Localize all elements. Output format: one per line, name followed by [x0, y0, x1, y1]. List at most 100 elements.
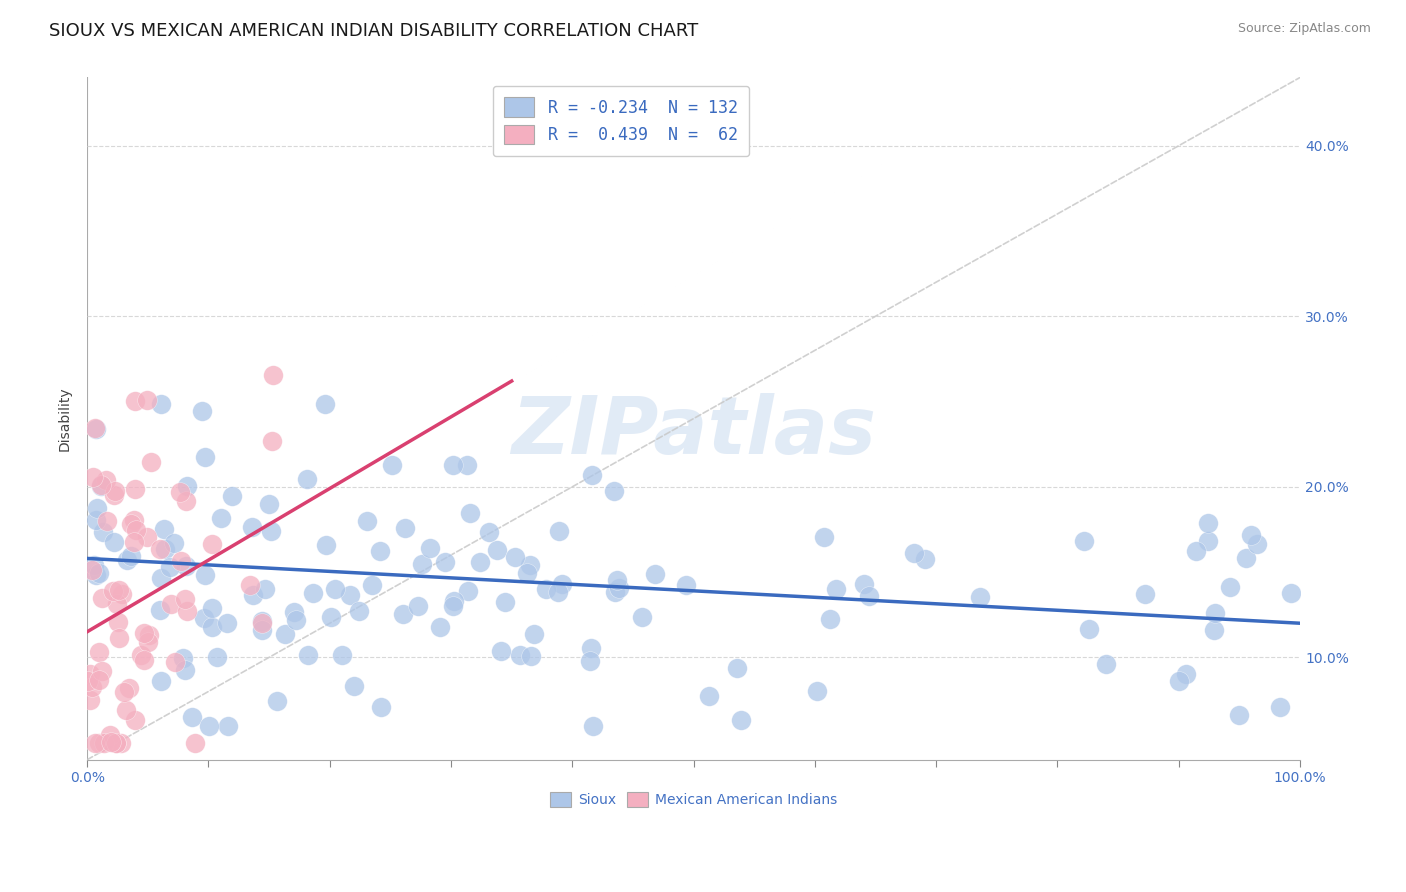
Point — [1204, 606, 1226, 620]
Point — [176, 479, 198, 493]
Point — [969, 590, 991, 604]
Point — [138, 628, 160, 642]
Point — [603, 483, 626, 498]
Point — [381, 458, 404, 473]
Point — [818, 612, 841, 626]
Point — [434, 555, 457, 569]
Point — [124, 482, 146, 496]
Point — [159, 560, 181, 574]
Point — [98, 728, 121, 742]
Point — [112, 685, 135, 699]
Point — [89, 645, 111, 659]
Point — [522, 626, 544, 640]
Point — [103, 584, 125, 599]
Point — [419, 541, 441, 555]
Point — [110, 736, 132, 750]
Point — [259, 497, 281, 511]
Point — [534, 582, 557, 596]
Point — [91, 664, 114, 678]
Point — [581, 641, 603, 656]
Point — [96, 514, 118, 528]
Point — [194, 567, 217, 582]
Point — [86, 500, 108, 515]
Point — [730, 714, 752, 728]
Point — [858, 590, 880, 604]
Point — [163, 535, 186, 549]
Point — [217, 718, 239, 732]
Point — [91, 591, 114, 605]
Point — [108, 632, 131, 646]
Point — [240, 519, 263, 533]
Point — [80, 563, 103, 577]
Point — [1279, 586, 1302, 600]
Point — [391, 607, 413, 621]
Point — [84, 513, 107, 527]
Y-axis label: Disability: Disability — [58, 386, 72, 450]
Point — [343, 679, 366, 693]
Point — [903, 546, 925, 560]
Point — [83, 558, 105, 572]
Point — [360, 578, 382, 592]
Point — [197, 718, 219, 732]
Point — [191, 403, 214, 417]
Point — [1174, 666, 1197, 681]
Point — [411, 557, 433, 571]
Point — [852, 576, 875, 591]
Point — [1240, 528, 1263, 542]
Point — [150, 571, 173, 585]
Point — [105, 597, 128, 611]
Point — [441, 599, 464, 613]
Point — [644, 567, 666, 582]
Point — [91, 524, 114, 539]
Point — [115, 552, 138, 566]
Point — [408, 599, 430, 613]
Point — [181, 710, 204, 724]
Point — [485, 543, 508, 558]
Point — [1185, 544, 1208, 558]
Point — [1227, 708, 1250, 723]
Point — [169, 485, 191, 500]
Point — [201, 600, 224, 615]
Point — [266, 694, 288, 708]
Point — [184, 736, 207, 750]
Point — [104, 736, 127, 750]
Point — [260, 524, 283, 538]
Point — [441, 458, 464, 472]
Point — [825, 582, 848, 596]
Point — [149, 397, 172, 411]
Point — [443, 593, 465, 607]
Point — [456, 458, 478, 472]
Point — [173, 591, 195, 606]
Point — [491, 643, 513, 657]
Point — [1219, 581, 1241, 595]
Point — [79, 693, 101, 707]
Point — [339, 588, 361, 602]
Point — [314, 397, 336, 411]
Point — [250, 614, 273, 628]
Point — [551, 577, 574, 591]
Point — [129, 648, 152, 663]
Point — [90, 478, 112, 492]
Point — [1168, 673, 1191, 688]
Point — [254, 582, 277, 596]
Point — [139, 455, 162, 469]
Point — [201, 537, 224, 551]
Point — [108, 583, 131, 598]
Point — [174, 493, 197, 508]
Point — [1073, 534, 1095, 549]
Point — [87, 673, 110, 687]
Point — [1197, 516, 1219, 530]
Point — [79, 667, 101, 681]
Point — [89, 566, 111, 581]
Point — [118, 681, 141, 696]
Point — [124, 513, 146, 527]
Point — [84, 736, 107, 750]
Point — [579, 655, 602, 669]
Text: SIOUX VS MEXICAN AMERICAN INDIAN DISABILITY CORRELATION CHART: SIOUX VS MEXICAN AMERICAN INDIAN DISABIL… — [49, 22, 699, 40]
Point — [221, 489, 243, 503]
Point — [274, 627, 297, 641]
Point — [239, 578, 262, 592]
Point — [194, 450, 217, 465]
Point — [111, 587, 134, 601]
Point — [83, 421, 105, 435]
